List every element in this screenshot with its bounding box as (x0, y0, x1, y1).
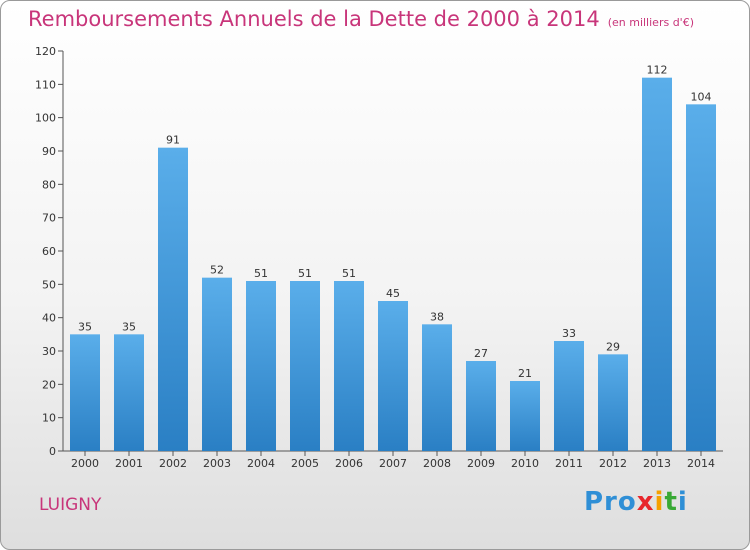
y-tick-label: 0 (49, 445, 56, 458)
data-label-2002: 91 (166, 134, 180, 147)
data-label-2004: 51 (254, 267, 268, 280)
data-label-2007: 45 (386, 287, 400, 300)
data-label-2003: 52 (210, 264, 224, 277)
x-tick-label-2004: 2004 (247, 457, 275, 470)
logo-part-1: Pro (584, 487, 637, 517)
x-tick-label-2006: 2006 (335, 457, 363, 470)
chart-title-text: Remboursements Annuels de la Dette de 20… (28, 7, 600, 31)
x-tick-label-2009: 2009 (467, 457, 495, 470)
bar-2013[interactable] (642, 77, 672, 452)
data-label-2011: 33 (562, 327, 576, 340)
data-label-2000: 35 (78, 320, 92, 333)
y-tick-label: 10 (42, 412, 56, 425)
data-label-2012: 29 (606, 340, 620, 353)
y-tick-label: 120 (35, 45, 56, 58)
y-tick-label: 90 (42, 145, 56, 158)
bar-2009[interactable] (466, 361, 496, 451)
x-tick-label-2007: 2007 (379, 457, 407, 470)
bar-2011[interactable] (554, 341, 584, 451)
bar-2012[interactable] (598, 354, 628, 451)
y-tick-label: 30 (42, 345, 56, 358)
y-tick-label: 40 (42, 312, 56, 325)
data-label-2008: 38 (430, 310, 444, 323)
bar-2004[interactable] (246, 281, 276, 451)
bar-2001[interactable] (114, 334, 144, 451)
logo-part-4: t (664, 487, 678, 517)
y-tick-label: 80 (42, 178, 56, 191)
bar-2010[interactable] (510, 381, 540, 451)
x-tick-label-2003: 2003 (203, 457, 231, 470)
bar-2007[interactable] (378, 301, 408, 451)
y-tick-label: 70 (42, 212, 56, 225)
logo-part-3: i (654, 487, 665, 517)
x-tick-label-2013: 2013 (643, 457, 671, 470)
data-label-2006: 51 (342, 267, 356, 280)
y-tick-label: 60 (42, 245, 56, 258)
data-label-2014: 104 (691, 90, 712, 103)
x-tick-label-2011: 2011 (555, 457, 583, 470)
data-label-2005: 51 (298, 267, 312, 280)
commune-name: LUIGNY (39, 495, 102, 515)
x-tick-label-2010: 2010 (511, 457, 539, 470)
x-tick-label-2002: 2002 (159, 457, 187, 470)
bar-2005[interactable] (290, 281, 320, 451)
bar-2000[interactable] (70, 334, 100, 451)
x-tick-label-2001: 2001 (115, 457, 143, 470)
y-tick-label: 50 (42, 278, 56, 291)
x-tick-label-2008: 2008 (423, 457, 451, 470)
bar-2002[interactable] (158, 147, 188, 451)
data-label-2013: 112 (647, 64, 668, 77)
bar-2014[interactable] (686, 104, 716, 451)
bar-2006[interactable] (334, 281, 364, 451)
logo-part-2: x (636, 487, 655, 517)
data-label-2010: 21 (518, 367, 532, 380)
data-label-2009: 27 (474, 347, 488, 360)
y-tick-label: 20 (42, 378, 56, 391)
bar-2003[interactable] (202, 277, 232, 451)
logo-part-5: i (677, 487, 688, 517)
proxiti-logo[interactable]: Proxiti (584, 487, 688, 517)
x-tick-label-2014: 2014 (687, 457, 715, 470)
x-tick-label-2005: 2005 (291, 457, 319, 470)
x-tick-label-2000: 2000 (71, 457, 99, 470)
chart-title: Remboursements Annuels de la Dette de 20… (28, 7, 694, 31)
bar-2008[interactable] (422, 324, 452, 451)
chart-unit-label: (en milliers d'€) (607, 16, 694, 29)
y-tick-label: 110 (35, 78, 56, 91)
data-label-2001: 35 (122, 320, 136, 333)
y-tick-label: 100 (35, 112, 56, 125)
x-tick-label-2012: 2012 (599, 457, 627, 470)
